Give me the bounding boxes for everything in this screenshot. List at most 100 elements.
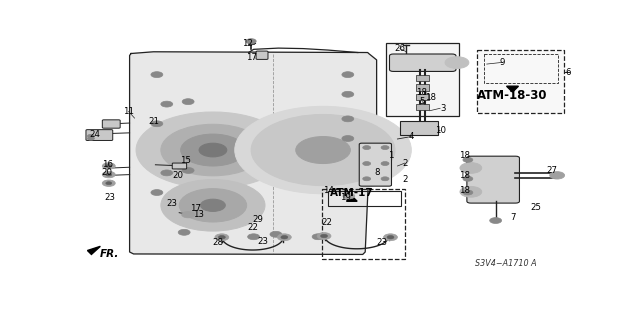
Circle shape (363, 177, 371, 181)
Circle shape (218, 235, 225, 239)
Circle shape (463, 176, 473, 181)
Circle shape (151, 72, 163, 78)
Circle shape (199, 143, 227, 157)
Circle shape (161, 170, 173, 176)
Circle shape (342, 116, 354, 122)
Text: 8: 8 (375, 168, 380, 177)
Text: 28: 28 (212, 238, 223, 247)
Bar (416, 104, 429, 110)
Circle shape (106, 173, 112, 176)
Circle shape (463, 157, 473, 162)
Circle shape (180, 134, 245, 166)
Text: ATM-18-30: ATM-18-30 (477, 89, 548, 102)
Text: 29: 29 (252, 215, 263, 224)
Circle shape (317, 233, 331, 240)
Circle shape (102, 171, 115, 178)
Text: 20: 20 (173, 171, 184, 180)
Circle shape (296, 137, 350, 164)
Text: 15: 15 (180, 156, 191, 165)
Circle shape (102, 180, 115, 186)
Polygon shape (507, 86, 518, 92)
Circle shape (277, 234, 291, 241)
Text: 2: 2 (402, 175, 408, 184)
Text: S3V4−A1710 A: S3V4−A1710 A (475, 258, 536, 268)
Bar (328, 191, 401, 206)
Circle shape (215, 234, 229, 241)
Text: 23: 23 (376, 238, 387, 247)
Circle shape (381, 177, 389, 181)
Text: 1: 1 (388, 151, 393, 160)
Circle shape (88, 134, 94, 138)
Bar (322, 189, 405, 259)
Text: 18: 18 (459, 186, 470, 195)
Circle shape (106, 165, 112, 167)
Text: 16: 16 (102, 160, 113, 169)
Bar (416, 85, 429, 91)
Text: 13: 13 (193, 210, 204, 219)
Text: 18: 18 (459, 151, 470, 160)
Circle shape (463, 190, 473, 195)
Circle shape (342, 136, 354, 141)
Text: 17: 17 (189, 204, 200, 213)
Circle shape (342, 91, 354, 97)
Circle shape (342, 72, 354, 78)
Text: 4: 4 (408, 131, 414, 141)
Circle shape (182, 167, 194, 174)
Circle shape (235, 106, 412, 194)
Circle shape (151, 121, 163, 127)
Text: 6: 6 (566, 68, 572, 77)
Circle shape (343, 193, 355, 199)
Polygon shape (88, 246, 100, 255)
Text: 22: 22 (321, 218, 333, 226)
Text: 12: 12 (242, 39, 253, 48)
Circle shape (460, 186, 482, 197)
FancyBboxPatch shape (390, 54, 456, 71)
Text: 18: 18 (459, 171, 470, 180)
Text: 26: 26 (394, 44, 405, 53)
Bar (477, 50, 564, 114)
Text: 10: 10 (435, 126, 445, 135)
Polygon shape (346, 196, 357, 201)
Circle shape (381, 162, 389, 166)
Circle shape (102, 163, 115, 169)
Circle shape (161, 180, 265, 231)
Circle shape (321, 234, 328, 238)
Circle shape (550, 172, 564, 179)
Circle shape (363, 145, 371, 150)
Circle shape (88, 137, 94, 140)
FancyBboxPatch shape (467, 156, 520, 203)
Circle shape (248, 234, 260, 240)
Circle shape (246, 39, 256, 44)
FancyBboxPatch shape (359, 143, 392, 186)
Text: 20: 20 (102, 168, 113, 177)
Circle shape (363, 162, 371, 166)
Bar (484, 54, 557, 83)
Circle shape (387, 235, 394, 239)
Bar (416, 94, 429, 100)
Text: 19: 19 (340, 193, 351, 202)
Circle shape (161, 124, 265, 176)
FancyBboxPatch shape (401, 121, 438, 135)
Circle shape (179, 189, 246, 222)
Text: FR.: FR. (100, 249, 119, 259)
Bar (416, 75, 429, 81)
Text: 2: 2 (402, 159, 408, 167)
Circle shape (312, 234, 324, 240)
Circle shape (383, 234, 397, 241)
Circle shape (182, 99, 194, 105)
Text: 23: 23 (104, 193, 115, 202)
Circle shape (251, 115, 395, 186)
Circle shape (445, 57, 469, 69)
Text: 5: 5 (419, 97, 425, 106)
Text: 21: 21 (148, 117, 159, 126)
Polygon shape (129, 52, 376, 255)
Circle shape (281, 235, 288, 239)
Text: 18: 18 (425, 93, 436, 102)
Circle shape (161, 101, 173, 107)
Circle shape (182, 211, 195, 218)
Circle shape (200, 199, 225, 211)
Text: 24: 24 (90, 130, 100, 139)
Text: 11: 11 (123, 107, 134, 116)
Circle shape (136, 112, 290, 188)
Circle shape (106, 182, 112, 185)
